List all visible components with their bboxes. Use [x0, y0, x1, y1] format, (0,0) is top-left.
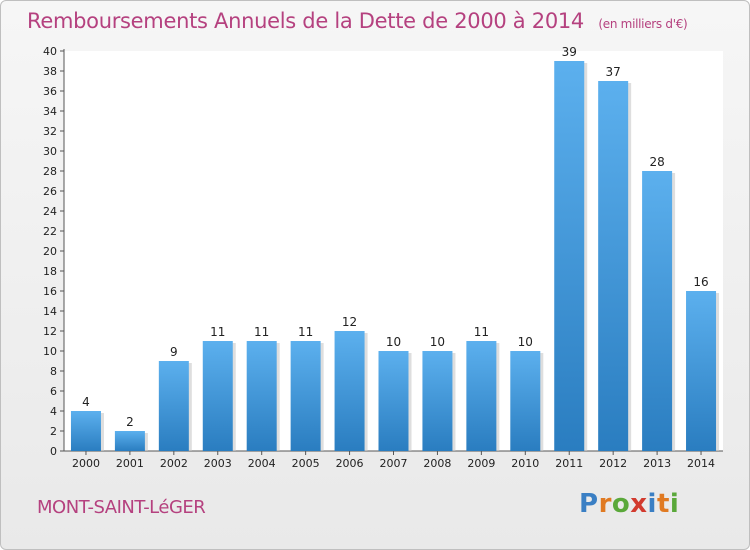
x-tick-label: 2013: [643, 457, 671, 470]
x-tick-label: 2010: [511, 457, 539, 470]
y-tick-label: 2: [50, 425, 57, 438]
bar-value-label: 2: [126, 415, 134, 429]
bar: [554, 61, 585, 451]
x-tick-label: 2000: [72, 457, 100, 470]
logo-letter: i: [647, 489, 657, 519]
y-tick-label: 12: [43, 325, 57, 338]
bar-value-label: 10: [430, 335, 445, 349]
x-tick-label: 2014: [687, 457, 715, 470]
bar-value-label: 10: [386, 335, 401, 349]
x-tick-label: 2004: [248, 457, 276, 470]
y-tick-label: 30: [43, 145, 57, 158]
bar-value-label: 9: [170, 345, 178, 359]
y-tick-label: 22: [43, 225, 57, 238]
logo-letter: x: [630, 489, 648, 519]
bar: [510, 351, 541, 451]
y-tick-label: 28: [43, 165, 57, 178]
bar-value-label: 4: [82, 395, 90, 409]
y-tick-label: 6: [50, 385, 57, 398]
bar: [378, 351, 409, 451]
logo-letter: r: [598, 489, 612, 519]
x-tick-label: 2009: [467, 457, 495, 470]
y-tick-label: 24: [43, 205, 57, 218]
logo-letter: P: [579, 489, 599, 519]
y-tick-label: 20: [43, 245, 57, 258]
y-tick-label: 8: [50, 365, 57, 378]
y-tick-label: 0: [50, 445, 57, 458]
bar-value-label: 16: [693, 275, 708, 289]
y-tick-label: 38: [43, 65, 57, 78]
bar: [466, 341, 497, 451]
x-tick-label: 2002: [160, 457, 188, 470]
x-tick-label: 2012: [599, 457, 627, 470]
x-tick-label: 2001: [116, 457, 144, 470]
y-tick-label: 34: [43, 105, 57, 118]
x-tick-label: 2008: [423, 457, 451, 470]
bar-value-label: 11: [210, 325, 225, 339]
proxiti-logo: Proxiti: [579, 489, 679, 519]
bar-value-label: 11: [298, 325, 313, 339]
bar: [246, 341, 277, 451]
y-tick-label: 14: [43, 305, 57, 318]
x-tick-label: 2006: [336, 457, 364, 470]
bar-value-label: 39: [562, 45, 577, 59]
x-tick-label: 2007: [380, 457, 408, 470]
bar: [422, 351, 453, 451]
bar: [334, 331, 365, 451]
bar: [114, 431, 145, 451]
chart-title: Remboursements Annuels de la Dette de 20…: [27, 9, 688, 33]
bar-value-label: 28: [649, 155, 664, 169]
bar: [158, 361, 189, 451]
bar-value-label: 11: [254, 325, 269, 339]
bar-value-label: 37: [606, 65, 621, 79]
bar: [642, 171, 673, 451]
bar: [598, 81, 629, 451]
city-name: MONT-SAINT-LéGER: [37, 497, 206, 518]
y-tick-label: 10: [43, 345, 57, 358]
logo-letter: o: [611, 489, 631, 519]
x-tick-label: 2005: [292, 457, 320, 470]
x-tick-label: 2003: [204, 457, 232, 470]
x-tick-label: 2011: [555, 457, 583, 470]
y-tick-label: 4: [50, 405, 57, 418]
chart-title-unit: (en milliers d'€): [598, 17, 688, 31]
y-tick-label: 40: [43, 45, 57, 58]
bar: [70, 411, 101, 451]
bar-value-label: 12: [342, 315, 357, 329]
bar: [290, 341, 321, 451]
logo-letter: t: [656, 489, 670, 519]
bar-value-label: 11: [474, 325, 489, 339]
bar: [202, 341, 233, 451]
bar: [686, 291, 717, 451]
y-tick-label: 32: [43, 125, 57, 138]
bar-value-label: 10: [518, 335, 533, 349]
y-tick-label: 18: [43, 265, 57, 278]
y-tick-label: 26: [43, 185, 57, 198]
y-tick-label: 36: [43, 85, 57, 98]
logo-letter: i: [669, 489, 680, 519]
y-tick-label: 16: [43, 285, 57, 298]
chart-title-main: Remboursements Annuels de la Dette de 20…: [27, 9, 584, 33]
